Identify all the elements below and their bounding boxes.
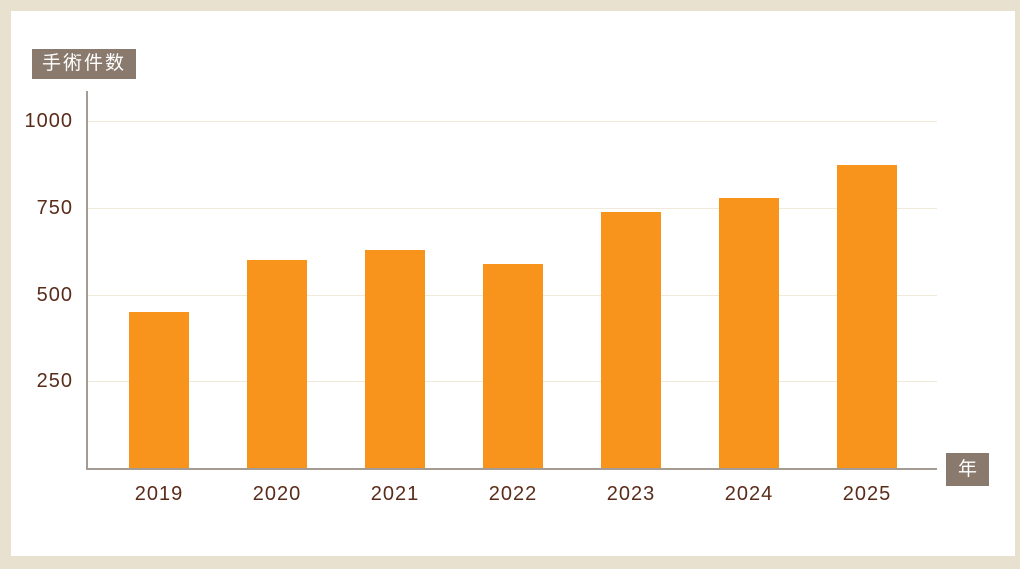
bar-2020 bbox=[247, 260, 307, 468]
bar-2023 bbox=[601, 212, 661, 468]
bar-2021 bbox=[365, 250, 425, 468]
x-tick-label-2021: 2021 bbox=[370, 483, 420, 505]
x-tick-label-2019: 2019 bbox=[134, 483, 184, 505]
x-tick-label-2023: 2023 bbox=[606, 483, 656, 505]
bar-2024 bbox=[719, 198, 779, 468]
x-tick-label-2020: 2020 bbox=[252, 483, 302, 505]
y-tick-label-1000: 1000 bbox=[24, 110, 73, 132]
y-tick-label-250: 250 bbox=[36, 370, 73, 392]
bar-2022 bbox=[483, 264, 543, 468]
y-tick-label-750: 750 bbox=[36, 197, 73, 219]
gridline-750 bbox=[88, 208, 937, 209]
x-axis-title-badge: 年 bbox=[946, 453, 989, 486]
y-axis-title-badge: 手術件数 bbox=[32, 49, 137, 79]
chart-card: 手術件数 250 500 750 1000 2019 2020 2021 2022 2023 2… bbox=[11, 11, 1015, 556]
x-tick-label-2025: 2025 bbox=[842, 483, 892, 505]
x-tick-label-2022: 2022 bbox=[488, 483, 538, 505]
x-axis-line bbox=[86, 468, 937, 470]
gridline-1000 bbox=[88, 121, 937, 122]
bar-2025 bbox=[837, 165, 897, 468]
y-axis-line bbox=[86, 91, 88, 470]
bar-2019 bbox=[129, 312, 189, 468]
x-tick-label-2024: 2024 bbox=[724, 483, 774, 505]
y-tick-label-500: 500 bbox=[36, 284, 73, 306]
